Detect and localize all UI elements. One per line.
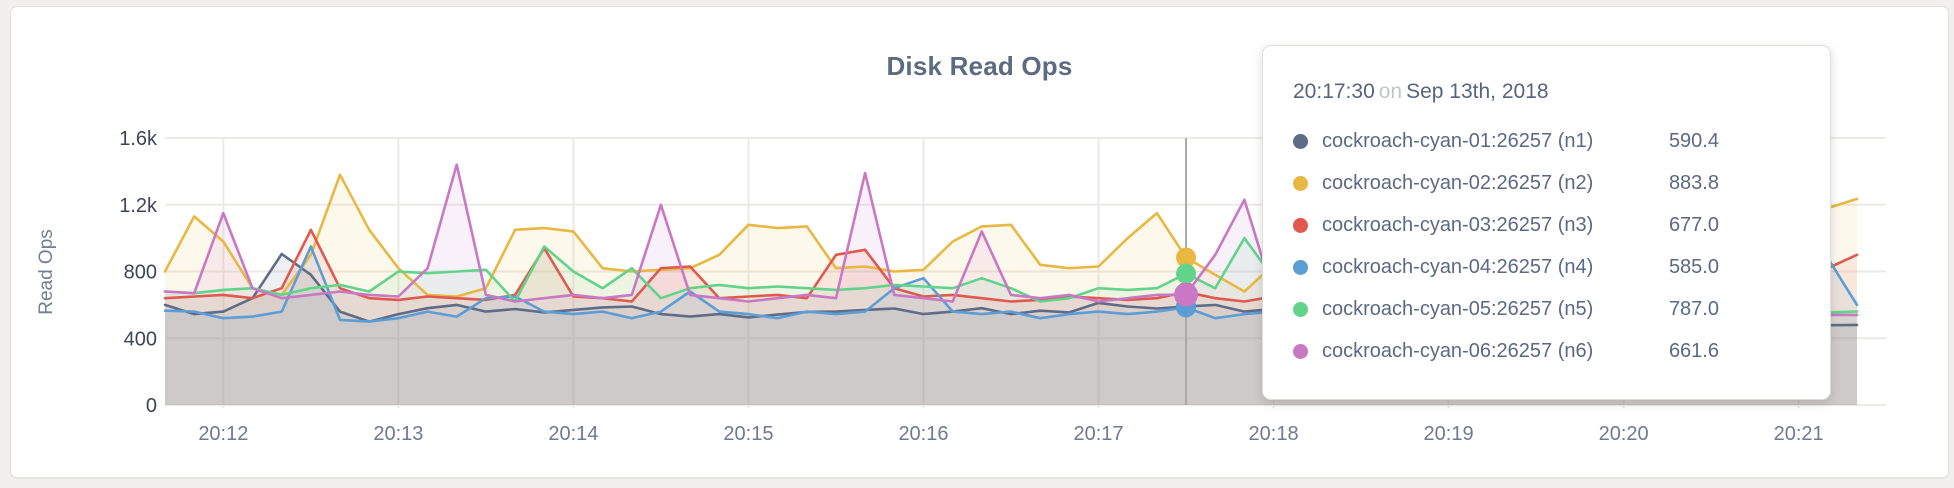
y-tick-label: 1.6k — [119, 128, 158, 150]
x-tick-label: 20:18 — [1249, 423, 1299, 445]
x-tick-label: 20:15 — [723, 423, 773, 445]
x-tick-label: 20:21 — [1774, 423, 1824, 445]
hover-dot-n5[interactable] — [1176, 263, 1197, 284]
series-color-dot — [1293, 259, 1308, 275]
tooltip-series-row: cockroach-cyan-02:26257 (n2) 883.8 — [1293, 162, 1830, 204]
series-name: cockroach-cyan-01:26257 (n1) — [1322, 129, 1594, 152]
series-value: 883.8 — [1668, 171, 1719, 194]
series-color-dot — [1293, 301, 1308, 317]
x-tick-label: 20:20 — [1599, 423, 1649, 445]
hover-dot-n6[interactable] — [1174, 282, 1199, 307]
y-tick-label: 400 — [124, 328, 157, 350]
tooltip-rows: cockroach-cyan-01:26257 (n1) 590.4 cockroa… — [1293, 120, 1830, 372]
tooltip-series-row: cockroach-cyan-01:26257 (n1) 590.4 — [1293, 120, 1830, 162]
tooltip-on-word: on — [1378, 80, 1403, 103]
y-tick-label: 0 — [146, 395, 157, 417]
series-value: 590.4 — [1668, 129, 1719, 152]
tooltip-header: 20:17:30 on Sep 13th, 2018 — [1293, 80, 1830, 104]
x-tick-label: 20:17 — [1073, 423, 1123, 445]
y-tick-label: 1.2k — [119, 195, 158, 217]
series-name: cockroach-cyan-02:26257 (n2) — [1322, 171, 1594, 194]
x-tick-label: 20:12 — [198, 423, 248, 445]
series-color-dot — [1293, 217, 1308, 233]
series-color-dot — [1293, 133, 1308, 149]
tooltip-date: Sep 13th, 2018 — [1406, 80, 1549, 103]
chart-tooltip: 20:17:30 on Sep 13th, 2018 cockroach-cyan-… — [1262, 45, 1831, 400]
tooltip-series-row: cockroach-cyan-03:26257 (n3) 677.0 — [1293, 204, 1830, 246]
tooltip-series-row: cockroach-cyan-04:26257 (n4) 585.0 — [1293, 246, 1830, 288]
series-color-dot — [1293, 175, 1308, 191]
y-tick-label: 800 — [124, 262, 157, 284]
series-value: 787.0 — [1668, 297, 1719, 320]
series-value: 585.0 — [1668, 255, 1719, 278]
hover-dot-n2[interactable] — [1176, 247, 1197, 268]
series-value: 677.0 — [1668, 213, 1719, 236]
tooltip-series-row: cockroach-cyan-06:26257 (n6) 661.6 — [1293, 330, 1830, 372]
x-tick-label: 20:16 — [898, 423, 948, 445]
series-value: 661.6 — [1668, 339, 1719, 362]
chart-title: Disk Read Ops — [886, 51, 1073, 81]
series-name: cockroach-cyan-03:26257 (n3) — [1322, 213, 1594, 236]
tooltip-time: 20:17:30 — [1293, 80, 1375, 103]
x-tick-label: 20:19 — [1424, 423, 1474, 445]
series-name: cockroach-cyan-05:26257 (n5) — [1322, 297, 1594, 320]
x-tick-label: 20:14 — [548, 423, 598, 445]
series-color-dot — [1293, 343, 1308, 359]
x-tick-label: 20:13 — [373, 423, 423, 445]
series-name: cockroach-cyan-04:26257 (n4) — [1322, 255, 1594, 278]
tooltip-series-row: cockroach-cyan-05:26257 (n5) 787.0 — [1293, 288, 1830, 330]
y-axis-label: Read Ops — [36, 229, 57, 315]
series-name: cockroach-cyan-06:26257 (n6) — [1322, 339, 1594, 362]
